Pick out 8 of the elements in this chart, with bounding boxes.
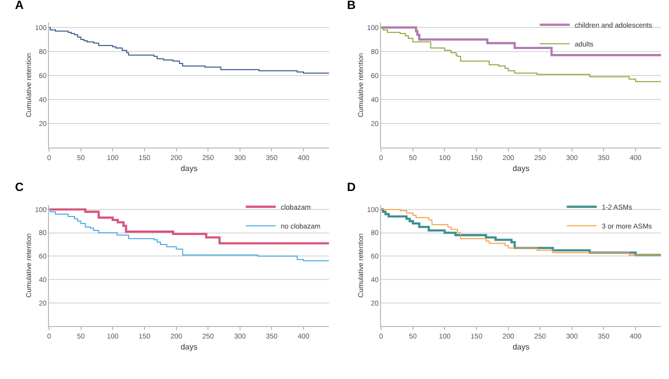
x-axis-title: days [180, 342, 198, 352]
x-axis-title: days [180, 164, 198, 174]
chart-title: A [15, 0, 24, 12]
chart-title: C [15, 180, 24, 194]
x-axis-title: days [512, 342, 530, 352]
chart-title: D [347, 180, 356, 194]
chart-title: B [347, 0, 356, 12]
x-axis-title: days [512, 164, 530, 174]
